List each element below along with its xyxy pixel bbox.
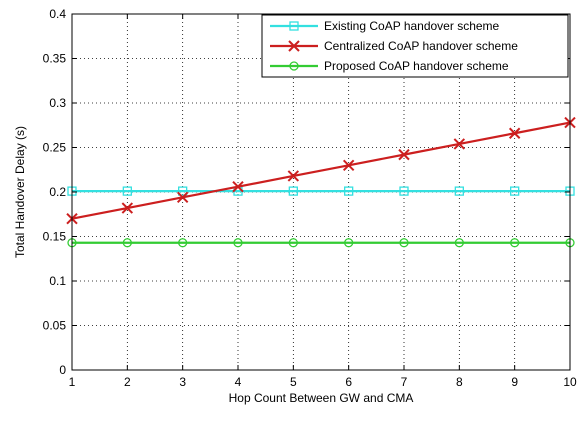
x-tick-label: 2 [124,375,131,389]
data-point [233,238,243,248]
data-point [178,238,188,248]
legend-swatch-marker [289,61,299,71]
x-tick-label: 6 [345,375,352,389]
y-tick-label: 0.05 [43,319,67,333]
data-point [398,148,410,161]
marker-stroke [176,191,189,204]
marker-stroke [508,127,521,139]
data-point [288,238,298,248]
axis-ticks [71,13,571,371]
data-point [122,186,132,196]
marker-stroke [398,148,410,161]
legend-swatch-marker [289,21,299,31]
legend-label: Existing CoAP handover scheme [324,19,500,33]
x-axis-label: Hop Count Between GW and CMA [229,391,414,405]
legend-label: Proposed CoAP handover scheme [324,59,509,73]
data-point [510,238,520,248]
y-tick-label: 0.25 [43,141,67,155]
data-point [232,180,244,193]
data-point [121,202,134,214]
data-point [454,238,464,248]
legend-item: Centralized CoAP handover scheme [270,39,518,53]
marker-stroke [232,180,244,193]
x-tick-label: 8 [456,375,463,389]
legend-item: Existing CoAP handover scheme [270,19,500,33]
data-point [454,186,464,196]
x-tick-label: 4 [235,375,242,389]
data-point [122,238,132,248]
series-line [71,121,571,220]
data-point [399,238,409,248]
x-tick-label: 5 [290,375,297,389]
y-tick-label: 0.3 [49,96,66,110]
legend-label: Centralized CoAP handover scheme [324,39,518,53]
y-tick-label: 0.1 [49,274,66,288]
x-tick-label: 7 [401,375,408,389]
x-tick-label: 1 [69,375,76,389]
legend: Existing CoAP handover scheme Centralized… [261,14,569,78]
data-point [176,191,189,204]
marker-stroke [453,138,466,150]
series-layer [66,116,576,248]
data-point [288,186,298,196]
legend-swatch-marker [288,40,300,52]
data-point [344,186,354,196]
data-point [287,170,300,182]
legend-item: Proposed CoAP handover scheme [270,59,509,73]
data-point [510,186,520,196]
y-tick-label: 0.35 [43,52,67,66]
data-point [342,159,355,172]
data-point [344,238,354,248]
tick-labels: 1 2 3 4 5 6 7 8 9 10 0 0.05 0.1 0.15 0.2 0.25 0.3 0.35 0.4 [43,7,577,389]
marker-stroke [287,170,300,182]
y-axis-label: Total Handover Delay (s) [13,126,27,258]
y-tick-label: 0 [59,363,66,377]
x-tick-label: 3 [179,375,186,389]
data-point [178,186,188,196]
data-point [399,186,409,196]
y-tick-label: 0.4 [49,7,66,21]
x-tick-label: 9 [511,375,518,389]
data-point [508,127,521,139]
x-tick-label: 10 [563,375,577,389]
data-point [453,138,466,150]
marker-stroke [342,159,355,172]
y-tick-label: 0.15 [43,230,67,244]
marker-stroke [288,40,300,52]
marker-stroke [121,202,134,214]
series-1 [67,186,575,196]
y-tick-label: 0.2 [49,185,66,199]
